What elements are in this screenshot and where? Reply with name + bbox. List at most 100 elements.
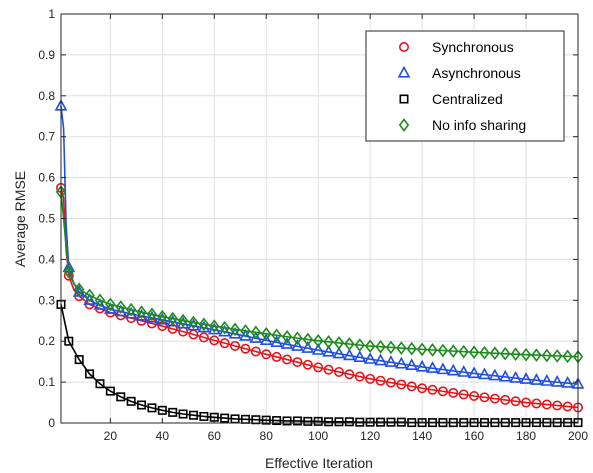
data-point (240, 343, 251, 354)
data-point (376, 417, 386, 427)
data-point (364, 339, 376, 353)
data-point (146, 307, 158, 322)
data-point (541, 399, 552, 410)
data-point (353, 350, 367, 362)
data-point (281, 329, 293, 344)
y-tick-label: 0.6 (38, 171, 55, 185)
data-point (114, 304, 128, 317)
y-tick-label: 0.1 (38, 375, 55, 389)
data-point (552, 400, 563, 411)
data-point (147, 403, 157, 413)
data-point (385, 377, 396, 388)
data-point (272, 416, 282, 426)
data-point (240, 324, 251, 338)
x-tick-label: 140 (412, 429, 432, 443)
data-point (312, 333, 324, 348)
data-point (302, 359, 313, 370)
data-point (541, 348, 553, 363)
legend-item: Synchronous (398, 39, 514, 55)
data-point (394, 356, 408, 369)
series-layer (54, 98, 585, 428)
data-point (271, 351, 282, 362)
data-point (405, 358, 419, 371)
y-tick-label: 0.4 (38, 252, 55, 266)
data-point (479, 345, 490, 360)
data-point (550, 374, 564, 387)
data-point (177, 313, 189, 328)
data-point (313, 362, 324, 373)
x-tick-label: 60 (208, 429, 222, 443)
legend-box (365, 30, 565, 142)
data-point (384, 355, 398, 367)
data-point (313, 416, 323, 426)
data-point (302, 332, 314, 347)
data-point (301, 341, 315, 353)
data-point (561, 375, 574, 388)
data-point (280, 337, 294, 349)
data-point (199, 411, 209, 421)
data-point (188, 315, 199, 330)
data-point (116, 392, 126, 402)
data-point (489, 393, 500, 404)
x-tick-label: 160 (464, 429, 484, 443)
y-axis-label: Average RMSE (12, 171, 28, 267)
data-point (386, 417, 396, 427)
data-point (270, 335, 283, 347)
data-point (291, 339, 304, 351)
data-point (354, 371, 365, 382)
data-point (271, 328, 282, 343)
data-point (509, 370, 522, 383)
data-point (157, 405, 167, 415)
data-point (93, 298, 107, 310)
data-point (249, 331, 263, 343)
data-point (198, 332, 209, 343)
data-point (521, 397, 532, 408)
x-tick-label: 180 (516, 429, 536, 443)
data-point (530, 373, 543, 385)
data-point (406, 381, 417, 392)
data-point (261, 349, 272, 360)
x-tick-label: 200 (568, 429, 588, 443)
data-point (83, 293, 96, 305)
data-point (406, 341, 417, 356)
data-point (292, 331, 303, 345)
data-point (209, 319, 220, 333)
data-point (363, 352, 377, 364)
legend-label: No info sharing (432, 117, 526, 133)
data-point (250, 325, 262, 340)
data-point (126, 396, 136, 406)
data-point (562, 349, 573, 364)
data-point (519, 372, 533, 384)
data-point (552, 349, 563, 363)
data-point (344, 417, 354, 427)
data-point (457, 365, 471, 377)
y-tick-label: 0.3 (38, 293, 55, 307)
data-point (396, 379, 407, 390)
data-point (489, 346, 501, 361)
data-point (230, 340, 241, 351)
legend-marker (398, 118, 410, 132)
data-point (322, 344, 335, 357)
y-tick-label: 0.5 (38, 212, 55, 226)
data-point (343, 348, 356, 361)
x-axis-label: Effective Iteration (265, 455, 373, 471)
data-point (427, 384, 438, 395)
legend-marker (397, 65, 411, 78)
data-point (467, 366, 481, 379)
data-point (157, 309, 168, 324)
data-point (198, 317, 210, 332)
data-point (531, 398, 542, 409)
data-point (437, 386, 448, 397)
data-point (374, 353, 387, 366)
legend-item: No info sharing (398, 117, 526, 133)
data-point (219, 338, 230, 349)
data-point (323, 364, 334, 375)
data-point (250, 346, 261, 357)
data-point (84, 288, 95, 303)
data-point (63, 264, 75, 279)
data-point (178, 409, 188, 419)
data-point (261, 415, 271, 425)
x-tick-label: 20 (104, 429, 118, 443)
data-point (188, 410, 198, 420)
legend-label: Asynchronous (432, 65, 521, 81)
